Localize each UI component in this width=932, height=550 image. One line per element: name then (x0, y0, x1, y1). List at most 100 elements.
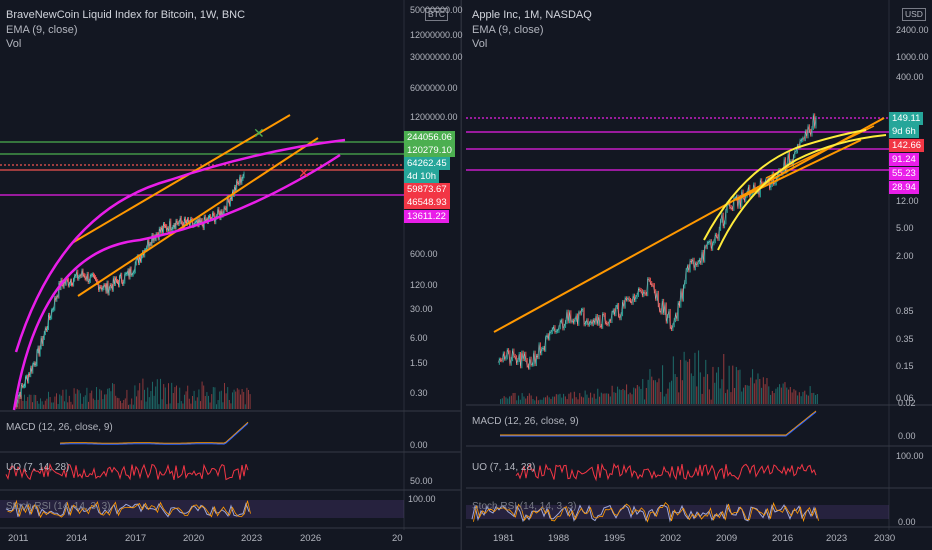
right-volume-bar (573, 391, 575, 404)
left-volume-bar (164, 387, 166, 409)
right-price-tag: 55.23 (889, 167, 919, 180)
left-volume-bar (36, 401, 38, 409)
right-year-label: 2009 (716, 533, 738, 544)
left-currency-badge[interactable]: BTC (425, 8, 448, 21)
right-volume-bar (800, 396, 802, 404)
right-volume-bar (795, 390, 797, 404)
left-volume-bar (219, 391, 221, 409)
right-volume-bar (771, 390, 773, 404)
right-volume-bar (581, 396, 583, 404)
right-volume-bar (663, 396, 665, 404)
left-ema-label[interactable]: EMA (9, close) (6, 24, 78, 36)
left-volume-bar (99, 389, 101, 409)
left-volume-bar (81, 403, 83, 409)
left-volume-bar (22, 400, 24, 409)
right-volume-bar (507, 398, 509, 404)
right-volume-bar (761, 387, 763, 404)
right-volume-bar (768, 386, 770, 404)
right-uo-title[interactable]: UO (7, 14, 28) (472, 462, 536, 473)
right-price-axis-label: 1000.00 (896, 52, 929, 62)
left-volume-bar (33, 394, 35, 409)
left-volume-bar (233, 389, 235, 409)
right-volume-bar (719, 388, 721, 404)
left-volume-bar (64, 401, 65, 409)
left-volume-bar (208, 395, 209, 409)
left-volume-bar (200, 401, 201, 409)
right-volume-bar (721, 379, 723, 404)
right-volume-bar (692, 375, 694, 404)
right-volume-bar (689, 358, 691, 404)
left-volume-bar (67, 402, 69, 409)
right-chart-panel[interactable]: Apple Inc, 1M, NASDAQ EMA (9, close) Vol… (466, 0, 932, 550)
right-volume-bar (640, 388, 642, 404)
right-volume-bar (528, 393, 530, 404)
left-price-axis-label: 50000000.00 (410, 5, 463, 15)
right-macd-axis: 0.00 (898, 431, 916, 441)
right-volume-bar (597, 388, 599, 404)
left-macd-title[interactable]: MACD (12, 26, close, 9) (6, 422, 113, 433)
right-volume-bar (514, 392, 516, 404)
right-volume-bar (687, 361, 689, 404)
right-volume-bar (510, 395, 512, 404)
right-volume-bar (543, 397, 545, 404)
left-volume-bar (190, 403, 192, 409)
right-volume-bar (773, 393, 775, 404)
right-volume-bar (500, 399, 502, 404)
right-currency-badge[interactable]: USD (902, 8, 926, 21)
right-volume-bar (694, 352, 696, 404)
left-volume-bar (60, 395, 62, 409)
right-volume-bar (737, 370, 739, 404)
right-volume-bar (586, 394, 588, 404)
left-volume-bar (102, 399, 104, 409)
right-stoch-title[interactable]: Stoch RSI (14, 14, 3, 3) (472, 501, 577, 512)
right-volume-bar (518, 395, 520, 404)
left-chart-panel[interactable]: ✕ ✕ BraveNewCoin Liquid Index for Bitcoin… (0, 0, 463, 550)
right-price-axis-label: 12.00 (896, 196, 919, 206)
right-volume-bar (707, 374, 709, 404)
right-uo-line (515, 462, 817, 482)
left-volume-bar (198, 389, 200, 409)
left-volume-bar (182, 403, 184, 409)
right-macd-title[interactable]: MACD (12, 26, close, 9) (472, 416, 579, 427)
right-volume-bar (676, 376, 678, 404)
right-volume-bar (816, 394, 818, 404)
left-volume-bar (28, 394, 30, 409)
right-ema-label[interactable]: EMA (9, close) (472, 24, 544, 36)
right-volume-bar (579, 393, 581, 404)
left-volume-bar (88, 401, 89, 409)
left-volume-bar (216, 404, 217, 409)
right-volume-bar (752, 369, 754, 404)
left-volume-bar (46, 398, 48, 409)
right-volume-bar (665, 393, 667, 404)
right-price-axis-label: 400.00 (896, 72, 924, 82)
left-uo-title[interactable]: UO (7, 14, 28) (6, 462, 70, 473)
left-year-label: 2011 (8, 533, 29, 544)
right-year-label: 2016 (772, 533, 794, 544)
left-stoch-title[interactable]: Stoch RSI (14, 14, 3, 3) (6, 501, 111, 512)
right-stoch-axis: 0.00 (898, 517, 916, 527)
right-volume-bar (615, 392, 617, 404)
left-volume-bar (48, 391, 49, 409)
left-volume-bar (238, 389, 240, 409)
right-vol-label[interactable]: Vol (472, 38, 488, 50)
right-volume-bar (685, 360, 687, 404)
left-vol-label[interactable]: Vol (6, 38, 22, 50)
right-volume-bar (539, 399, 541, 404)
right-volume-bar (797, 395, 799, 404)
left-volume-bar (78, 390, 80, 409)
right-volume-bar (705, 359, 707, 404)
right-volume-bar (683, 351, 685, 404)
right-volume-bar (811, 392, 813, 404)
left-price-axis-label: 1200000.00 (410, 112, 458, 122)
right-volume-bar (595, 398, 597, 404)
left-volume-bar (243, 391, 245, 409)
left-volume-bar (227, 387, 229, 409)
right-volume-bar (559, 393, 561, 404)
left-volume-bar (169, 403, 171, 409)
right-volume-bar (521, 393, 523, 404)
right-volume-bar (600, 392, 602, 404)
right-volume-bar (674, 374, 676, 404)
left-volume-bar (120, 400, 121, 409)
right-volume-bar (807, 395, 809, 404)
left-volume-bar (57, 403, 59, 409)
